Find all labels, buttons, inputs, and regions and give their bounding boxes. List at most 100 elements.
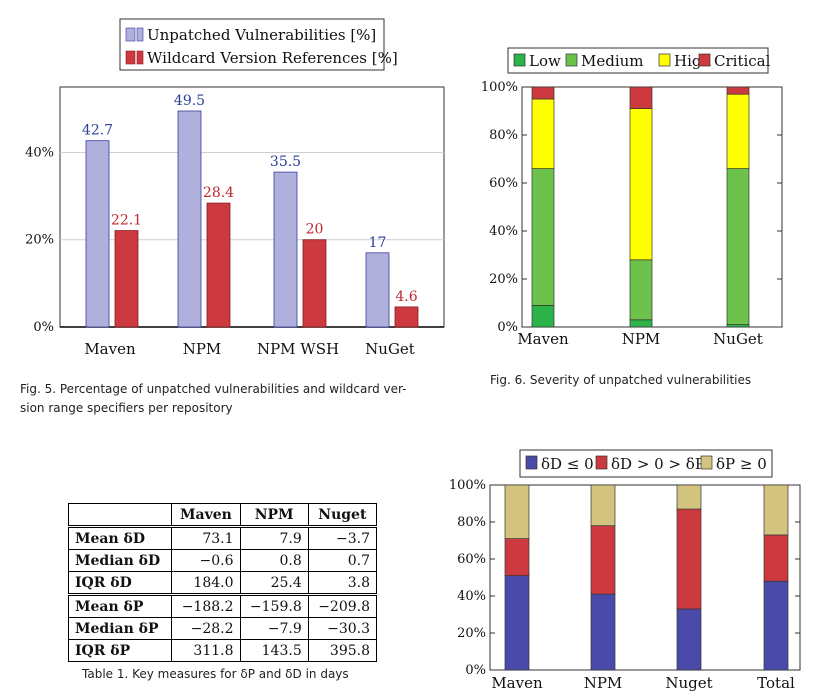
data-label: 42.7 [82, 123, 113, 139]
plot-frame [489, 484, 801, 671]
table-row: IQR δP 311.8 143.5 395.8 [67, 639, 378, 662]
bar-segment [531, 305, 555, 328]
table-header-nuget: Nuget [307, 503, 378, 527]
legend-swatch [565, 53, 578, 67]
bar [177, 110, 202, 328]
table-cell: −159.8 [239, 593, 309, 618]
table-cell: −3.7 [307, 526, 378, 550]
table-cell: 3.8 [307, 571, 378, 595]
bar-segment [590, 593, 616, 671]
y-tick-label: 20% [25, 233, 54, 248]
table-cell: −188.2 [171, 593, 241, 618]
bar-segment [726, 86, 750, 95]
bar-segment [531, 168, 555, 306]
bar-segment [763, 484, 789, 536]
table-header-npm: NPM [239, 503, 309, 527]
legend-swatch [525, 455, 538, 470]
bar [206, 202, 231, 328]
delta-chart: 0% 20% 40% 60% 80% 100% Maven NPM Nuget Total δD ≤… [449, 449, 801, 692]
legend-swatch [700, 455, 713, 470]
bar-segment [531, 98, 555, 169]
legend-swatch [513, 53, 526, 67]
table-cell: 143.5 [239, 639, 309, 662]
bar-segment [676, 608, 702, 671]
x-tick-label: Maven [491, 674, 543, 692]
y-tick-label: 60% [489, 176, 518, 191]
y-tick-label: 20% [457, 626, 486, 641]
table-cell: 7.9 [239, 526, 309, 550]
fig5-caption-line2: sion range specifiers per repository [20, 401, 233, 415]
table-cell: 25.4 [239, 571, 309, 595]
legend-label: δD > 0 > δP [611, 455, 705, 473]
table1-caption: Table 1. Key measures for δP and δD in d… [82, 667, 349, 681]
bar-segment [629, 319, 653, 328]
bar [302, 239, 327, 328]
table-cell: 184.0 [171, 571, 241, 595]
x-tick-label: Maven [84, 340, 136, 358]
table-row: Mean δP −188.2 −159.8 −209.8 [67, 593, 378, 618]
bar-segment [763, 580, 789, 671]
row-label: IQR δD [67, 571, 173, 595]
bar-segment [676, 484, 702, 510]
table-cell: −209.8 [307, 593, 378, 618]
data-label: 28.4 [203, 185, 234, 201]
y-tick-label: 0% [33, 320, 54, 335]
table-header-maven: Maven [171, 503, 241, 527]
legend-swatch [125, 50, 136, 65]
table-cell: 311.8 [171, 639, 241, 662]
table-row: Mean δD 73.1 7.9 −3.7 [67, 526, 378, 550]
row-label: Mean δP [67, 593, 173, 618]
fig5-caption-line1: Fig. 5. Percentage of unpatched vulnerab… [20, 382, 407, 396]
legend-label: δD ≤ 0 [541, 455, 594, 473]
data-label: 4.6 [395, 289, 417, 305]
y-tick-label: 100% [481, 80, 518, 95]
data-label: 35.5 [270, 154, 301, 170]
legend-swatch [136, 27, 144, 42]
bar-segment [504, 575, 530, 671]
bar [273, 171, 298, 328]
data-label: 22.1 [111, 213, 142, 229]
x-tick-label: NPM [183, 340, 222, 358]
table-cell: −28.2 [171, 617, 241, 640]
bar [365, 252, 390, 328]
legend-swatch [698, 53, 711, 67]
table-row: Median δD −0.6 0.8 0.7 [67, 549, 378, 572]
legend-label: Unpatched Vulnerabilities [%] [147, 26, 376, 44]
legend-label: Wildcard Version References [%] [147, 49, 398, 67]
table-cell: 395.8 [307, 639, 378, 662]
legend-label: Medium [581, 52, 644, 70]
row-label: Median δD [67, 549, 173, 572]
fig5-caption: Fig. 5. Percentage of unpatched vulnerab… [20, 380, 440, 418]
bar [114, 230, 139, 328]
bar-segment [676, 508, 702, 610]
legend-label: δP ≥ 0 [716, 455, 767, 473]
y-tick-label: 40% [25, 145, 54, 160]
bar-segment [504, 538, 530, 577]
bar-segment [531, 86, 555, 100]
y-tick-label: 40% [489, 224, 518, 239]
data-label: 49.5 [174, 93, 205, 109]
fig6-caption: Fig. 6. Severity of unpatched vulnerabil… [490, 373, 752, 387]
bar [394, 306, 419, 328]
legend-swatch [125, 27, 136, 42]
legend-label: Low [529, 52, 561, 70]
key-measures-table: Maven NPM Nuget Mean δD 73.1 7.9 −3.7 Me… [67, 503, 378, 662]
row-label: Median δP [67, 617, 173, 640]
legend-swatch [658, 53, 671, 67]
y-tick-label: 60% [457, 552, 486, 567]
x-tick-label: Total [757, 674, 795, 692]
bar-segment [726, 168, 750, 325]
y-tick-label: 100% [449, 478, 486, 493]
y-tick-label: 0% [465, 663, 486, 678]
legend-box [507, 47, 769, 74]
x-tick-label: Maven [517, 330, 569, 348]
table-row: Median δP −28.2 −7.9 −30.3 [67, 617, 378, 640]
table-header-empty [67, 503, 173, 527]
y-tick-label: 80% [457, 515, 486, 530]
x-tick-label: NPM WSH [257, 340, 339, 358]
fig6-chart: 0% 20% 40% 60% 80% 100% Maven NPM NuGet Low Medium… [481, 47, 783, 348]
x-tick-label: NPM [584, 674, 623, 692]
y-tick-label: 20% [489, 272, 518, 287]
y-tick-label: 0% [497, 320, 518, 335]
table-header-row: Maven NPM Nuget [67, 503, 378, 527]
